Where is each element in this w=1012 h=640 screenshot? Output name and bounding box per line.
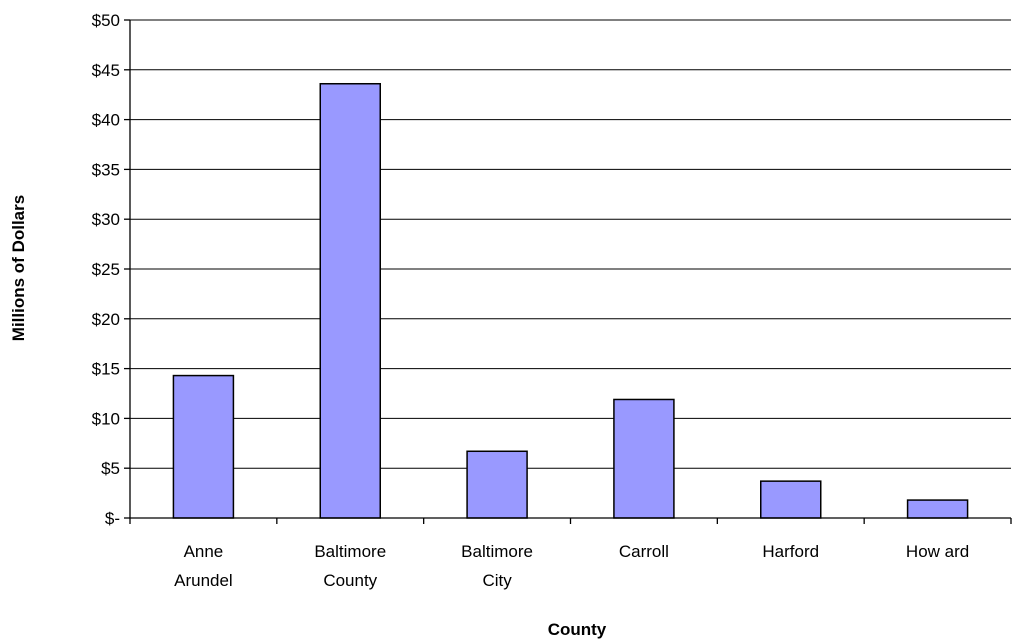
x-tick-label-line: Arundel <box>174 571 233 590</box>
x-tick-label-line: How ard <box>906 542 969 561</box>
bar <box>172 374 235 519</box>
gridlines <box>124 19 1011 519</box>
x-tick-label: Anne Arundel <box>174 542 233 590</box>
y-tick-label: $35 <box>92 160 120 179</box>
x-tick-label-line: Baltimore <box>461 542 533 561</box>
x-tick-label-line: County <box>323 571 377 590</box>
x-tick-label: Carroll <box>619 542 669 561</box>
y-tick-label: $10 <box>92 409 120 428</box>
x-tick-labels: Anne Arundel Baltimore County Baltimore City C… <box>129 518 1012 590</box>
y-tick-label: $- <box>105 509 120 528</box>
bar <box>466 450 528 519</box>
y-tick-label: $40 <box>92 111 120 130</box>
x-axis-title: County <box>548 620 607 639</box>
x-tick-label-line: Harford <box>762 542 819 561</box>
y-tick-labels: $- $5 $10 $15 $20 $25 $30 $35 $40 $45 $50 <box>92 11 120 528</box>
x-tick-label: Baltimore City <box>461 542 533 590</box>
y-tick-label: $20 <box>92 310 120 329</box>
y-tick-label: $15 <box>92 360 120 379</box>
y-tick-label: $5 <box>101 459 120 478</box>
bar <box>906 499 969 519</box>
x-tick-label: Harford <box>762 542 819 561</box>
bar <box>613 398 675 519</box>
y-axis-title: Millions of Dollars <box>9 195 28 341</box>
x-tick-label-line: City <box>482 571 512 590</box>
x-tick-label-line: Baltimore <box>314 542 386 561</box>
y-tick-label: $30 <box>92 210 120 229</box>
y-tick-label: $25 <box>92 260 120 279</box>
bars <box>172 82 969 519</box>
y-tick-label: $50 <box>92 11 120 30</box>
y-tick-label: $45 <box>92 61 120 80</box>
bar <box>319 82 381 519</box>
x-tick-label-line: Carroll <box>619 542 669 561</box>
x-tick-label-line: Anne <box>184 542 224 561</box>
x-tick-label: Baltimore County <box>314 542 386 590</box>
x-tick-label: How ard <box>906 542 969 561</box>
bar <box>760 480 822 519</box>
